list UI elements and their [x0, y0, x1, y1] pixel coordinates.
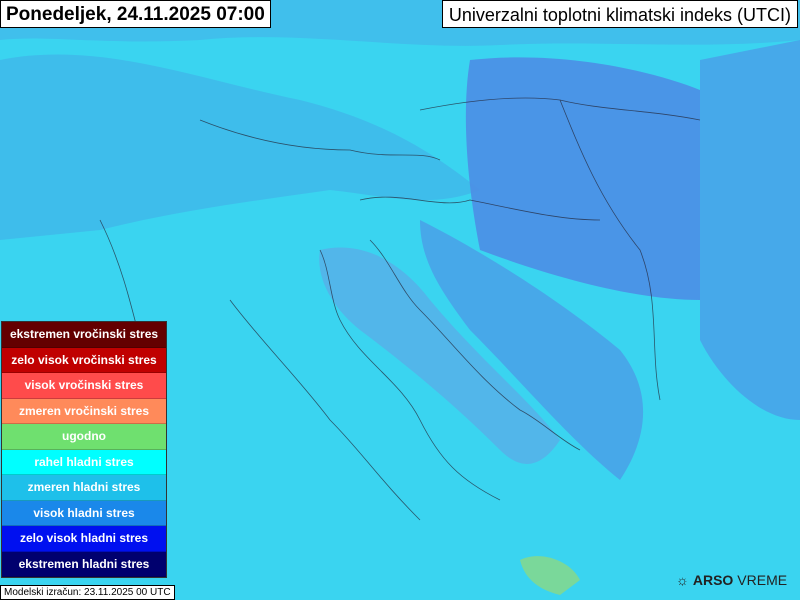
legend-item: zmeren hladni stres — [2, 475, 166, 501]
legend-item: zelo visok vročinski stres — [2, 347, 166, 373]
east-region — [700, 40, 800, 420]
legend-item: rahel hladni stres — [2, 449, 166, 475]
legend-item: visok vročinski stres — [2, 373, 166, 399]
logo-brand: ARSO — [692, 572, 734, 588]
comfort-patch — [520, 556, 580, 595]
legend-item: ugodno — [2, 424, 166, 450]
alps-region — [0, 54, 480, 240]
forecast-date-title: Ponedeljek, 24.11.2025 07:00 — [0, 0, 271, 28]
dinaric-region — [420, 220, 644, 480]
model-run-label: Modelski izračun: 23.11.2025 00 UTC — [0, 585, 175, 600]
legend-item: ekstremen hladni stres — [2, 551, 166, 577]
legend: ekstremen vročinski stres zelo visok vroč… — [1, 321, 167, 578]
adriatic-sea — [319, 247, 560, 464]
sun-icon: ☼ — [676, 572, 689, 588]
index-title: Univerzalni toplotni klimatski indeks (U… — [441, 0, 798, 28]
legend-item: visok hladni stres — [2, 500, 166, 526]
legend-item: zmeren vročinski stres — [2, 398, 166, 424]
legend-item: zelo visok hladni stres — [2, 526, 166, 552]
pannonian-region — [465, 57, 700, 301]
arso-logo: ☼ ARSO VREME — [676, 572, 787, 588]
legend-item: ekstremen vročinski stres — [2, 322, 166, 348]
borders — [99, 97, 701, 521]
logo-suffix: VREME — [737, 572, 788, 588]
